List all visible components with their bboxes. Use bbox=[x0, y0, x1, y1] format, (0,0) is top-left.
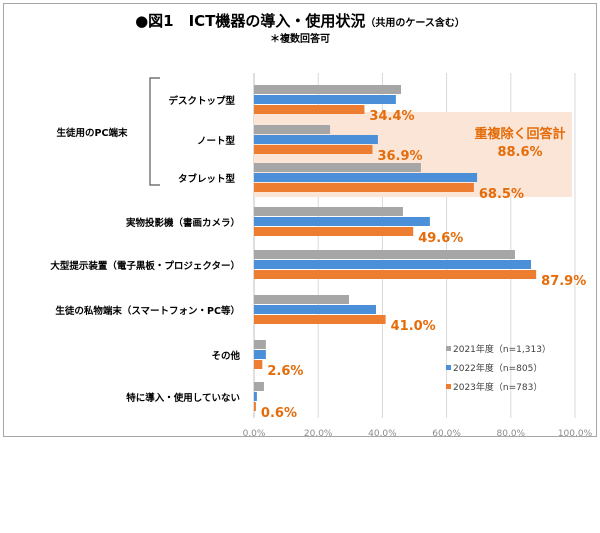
bar-2-8 bbox=[254, 392, 257, 401]
legend-swatch bbox=[446, 346, 451, 351]
bar-2-1 bbox=[254, 95, 396, 104]
category-label: 生徒の私物端末（スマートフォン・PC等） bbox=[55, 305, 240, 317]
bar-2-3 bbox=[254, 173, 478, 182]
chart-subtitle: ＊複数回答可 bbox=[270, 32, 330, 45]
data-label: 36.9% bbox=[377, 149, 422, 164]
bar-1-4 bbox=[254, 207, 403, 216]
category-label: 大型提示装置（電子黒板・プロジェクター） bbox=[50, 260, 240, 272]
data-label: 68.5% bbox=[479, 187, 524, 202]
bar-1-2 bbox=[254, 125, 331, 134]
data-label: 2.6% bbox=[267, 364, 303, 379]
chart-title: ●図1 ICT機器の導入・使用状況（共用のケース含む） bbox=[135, 12, 465, 30]
bar-2-2 bbox=[254, 135, 378, 144]
category-label: デスクトップ型 bbox=[168, 95, 235, 107]
legend-swatch bbox=[446, 384, 451, 389]
bar-3-7 bbox=[254, 360, 263, 369]
legend-label: 2023年度（n=783） bbox=[453, 381, 542, 393]
bar-3-2 bbox=[254, 145, 373, 154]
data-label: 87.9% bbox=[541, 274, 586, 289]
legend-swatch bbox=[446, 365, 451, 370]
bar-3-4 bbox=[254, 227, 414, 236]
legend-label: 2021年度（n=1,313） bbox=[453, 343, 551, 355]
x-tick-label: 20.0% bbox=[304, 429, 333, 439]
data-label: 0.6% bbox=[261, 406, 297, 421]
bar-2-6 bbox=[254, 305, 376, 314]
bar-2-4 bbox=[254, 217, 430, 226]
bar-2-5 bbox=[254, 260, 532, 269]
data-label: 41.0% bbox=[391, 319, 436, 334]
annotation-line1: 重複除く回答計 bbox=[474, 126, 565, 142]
bar-3-6 bbox=[254, 315, 386, 324]
category-label: タブレット型 bbox=[178, 173, 236, 185]
category-label: 特に導入・使用していない bbox=[126, 392, 240, 404]
bar-3-5 bbox=[254, 270, 537, 279]
bar-3-1 bbox=[254, 105, 365, 114]
x-tick-label: 100.0% bbox=[558, 429, 593, 439]
bar-1-8 bbox=[254, 382, 264, 391]
x-tick-label: 60.0% bbox=[432, 429, 461, 439]
annotation-line2: 88.6% bbox=[497, 145, 542, 160]
x-tick-label: 40.0% bbox=[368, 429, 397, 439]
category-label: 実物投影機（書画カメラ） bbox=[126, 217, 240, 229]
bar-1-7 bbox=[254, 340, 266, 349]
category-label: ノート型 bbox=[197, 135, 236, 147]
category-label: その他 bbox=[211, 350, 240, 362]
data-label: 34.4% bbox=[369, 109, 414, 124]
bar-1-3 bbox=[254, 163, 421, 172]
bar-3-8 bbox=[254, 402, 256, 411]
bar-1-1 bbox=[254, 85, 402, 94]
group-bracket bbox=[149, 77, 160, 186]
x-tick-label: 0.0% bbox=[243, 429, 266, 439]
bar-1-5 bbox=[254, 250, 515, 259]
chart-title-note: （共用のケース含む） bbox=[365, 16, 465, 29]
group-label: 生徒用のPC端末 bbox=[57, 127, 128, 139]
bar-3-3 bbox=[254, 183, 474, 192]
bar-2-7 bbox=[254, 350, 266, 359]
bar-1-6 bbox=[254, 295, 350, 304]
data-label: 49.6% bbox=[418, 231, 463, 246]
legend-label: 2022年度（n=805） bbox=[453, 362, 542, 374]
x-tick-label: 80.0% bbox=[497, 429, 526, 439]
